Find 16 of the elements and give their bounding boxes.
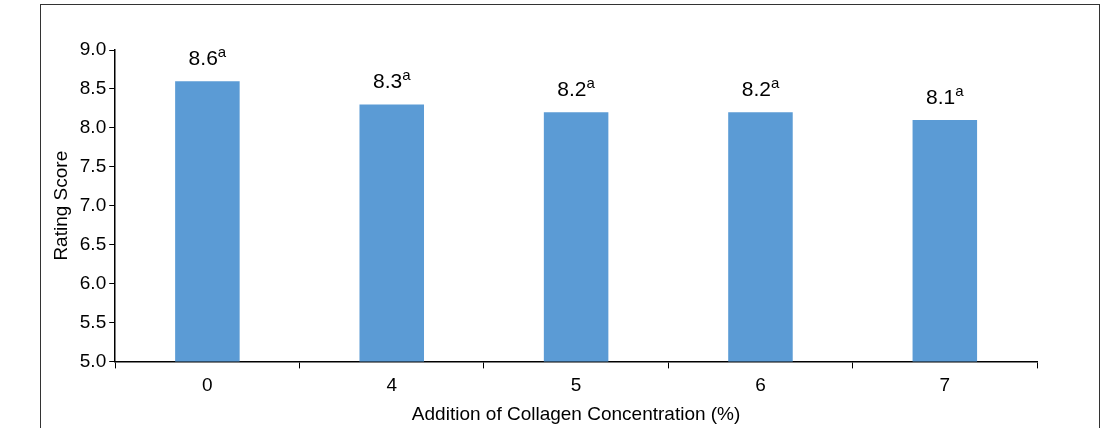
y-tick-label: 8.0 bbox=[79, 116, 107, 138]
x-tick-label: 0 bbox=[202, 374, 213, 396]
x-tick-label: 7 bbox=[939, 374, 951, 396]
x-tick-label: 4 bbox=[386, 374, 398, 396]
y-tick-label: 7.5 bbox=[79, 155, 107, 177]
y-tick-label: 9.0 bbox=[79, 38, 107, 60]
x-axis-title: Addition of Collagen Concentration (%) bbox=[411, 402, 741, 424]
y-tick-label: 6.5 bbox=[79, 232, 107, 254]
x-tick-label: 6 bbox=[755, 374, 766, 396]
y-tick-label: 7.0 bbox=[79, 193, 107, 215]
y-tick-label: 5.5 bbox=[79, 310, 107, 332]
y-tick-label: 8.5 bbox=[79, 77, 107, 99]
x-tick-label: 5 bbox=[570, 374, 582, 396]
y-tick-label: 5.0 bbox=[79, 349, 107, 371]
y-tick-label: 6.0 bbox=[79, 271, 107, 293]
y-axis-title: Rating Score bbox=[49, 150, 71, 261]
